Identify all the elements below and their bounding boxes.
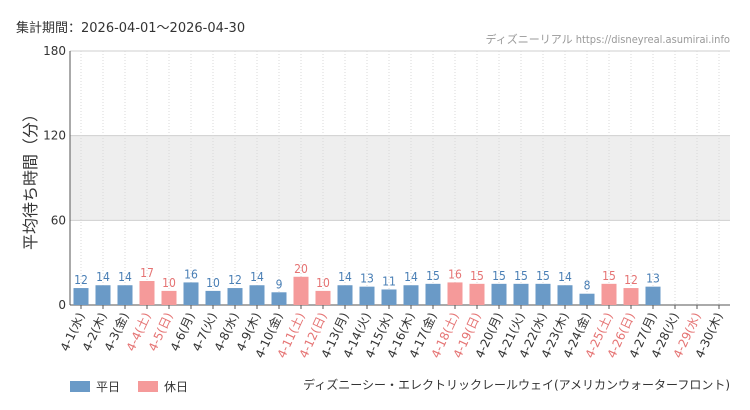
legend-swatch-weekday <box>70 381 90 392</box>
y-tick-label-120: 120 <box>43 129 66 143</box>
value-label-4-5(日): 10 <box>162 276 176 290</box>
bar-4-12(日) <box>315 290 331 305</box>
bar-4-9(木) <box>249 285 265 305</box>
period-label: 集計期間：2026-04-01～2026-04-30 <box>16 21 246 36</box>
bar-4-13(月) <box>337 285 353 305</box>
value-label-4-18(土): 16 <box>448 267 462 281</box>
y-tick-label-0: 0 <box>58 298 66 312</box>
bar-4-25(土) <box>601 283 617 305</box>
bar-4-15(水) <box>381 289 397 305</box>
bar-4-5(日) <box>161 290 177 305</box>
bar-4-23(木) <box>557 285 573 305</box>
y-tick-label-180: 180 <box>43 44 66 58</box>
value-label-4-17(金): 15 <box>426 269 440 283</box>
value-label-4-7(火): 10 <box>206 276 220 290</box>
value-label-4-24(金): 8 <box>584 279 591 293</box>
bar-4-22(水) <box>535 283 551 305</box>
legend-label-holiday: 休日 <box>164 380 189 394</box>
bar-4-18(土) <box>447 282 463 305</box>
bar-4-4(土) <box>139 281 155 305</box>
y-axis-title: 平均待ち時間（分） <box>21 106 40 250</box>
grid-band-0 <box>70 135 730 221</box>
bar-4-26(日) <box>623 288 639 305</box>
value-label-4-27(月): 13 <box>646 272 660 286</box>
bar-4-21(火) <box>513 283 529 305</box>
bar-4-6(月) <box>183 282 199 305</box>
bar-4-8(水) <box>227 288 243 305</box>
legend-swatch-holiday <box>138 381 159 392</box>
credit-name: ディズニーリアル <box>485 33 573 46</box>
attraction-name: ディズニーシー・エレクトリックレールウェイ(アメリカンウォーターフロント) <box>303 378 730 392</box>
value-label-4-16(木): 14 <box>404 270 418 284</box>
value-label-4-19(日): 15 <box>470 269 484 283</box>
bar-4-14(火) <box>359 286 375 305</box>
value-label-4-13(月): 14 <box>338 270 352 284</box>
value-label-4-4(土): 17 <box>140 266 154 280</box>
bar-4-17(金) <box>425 283 441 305</box>
value-label-4-10(金): 9 <box>276 277 283 291</box>
legend-label-weekday: 平日 <box>96 380 121 394</box>
value-label-4-2(木): 14 <box>96 270 110 284</box>
bar-4-2(木) <box>95 285 111 305</box>
value-label-4-12(日): 10 <box>316 276 330 290</box>
value-label-4-9(木): 14 <box>250 270 264 284</box>
value-label-4-20(月): 15 <box>492 269 506 283</box>
value-label-4-22(水): 15 <box>536 269 550 283</box>
value-label-4-1(水): 12 <box>74 273 88 287</box>
value-label-4-8(水): 12 <box>228 273 242 287</box>
value-label-4-6(月): 16 <box>184 267 198 281</box>
bar-4-3(金) <box>117 285 133 305</box>
value-label-4-15(水): 11 <box>382 274 396 288</box>
site-credit[interactable]: ディズニーリアル https://disneyreal.asumirai.inf… <box>485 31 730 47</box>
y-tick-label-60: 60 <box>51 213 66 227</box>
value-label-4-11(土): 20 <box>294 262 308 276</box>
value-label-4-21(火): 15 <box>514 269 528 283</box>
legend-item-holiday[interactable]: 休日 <box>138 378 188 395</box>
bar-4-7(火) <box>205 290 221 305</box>
bar-4-19(日) <box>469 283 485 305</box>
value-label-4-23(木): 14 <box>558 270 572 284</box>
value-label-4-25(土): 15 <box>602 269 616 283</box>
legend-item-weekday[interactable]: 平日 <box>70 378 120 395</box>
value-label-4-14(火): 13 <box>360 272 374 286</box>
legend: 平日 休日 <box>70 378 206 395</box>
bar-4-1(水) <box>73 288 89 305</box>
bar-4-27(月) <box>645 286 661 305</box>
bar-4-20(月) <box>491 283 507 305</box>
credit-url[interactable]: https://disneyreal.asumirai.info <box>575 33 730 46</box>
bar-4-24(金) <box>579 293 595 305</box>
bar-4-11(土) <box>293 276 309 305</box>
value-label-4-26(日): 12 <box>624 273 638 287</box>
value-label-4-3(金): 14 <box>118 270 132 284</box>
bar-4-16(木) <box>403 285 419 305</box>
bar-4-10(金) <box>271 292 287 305</box>
